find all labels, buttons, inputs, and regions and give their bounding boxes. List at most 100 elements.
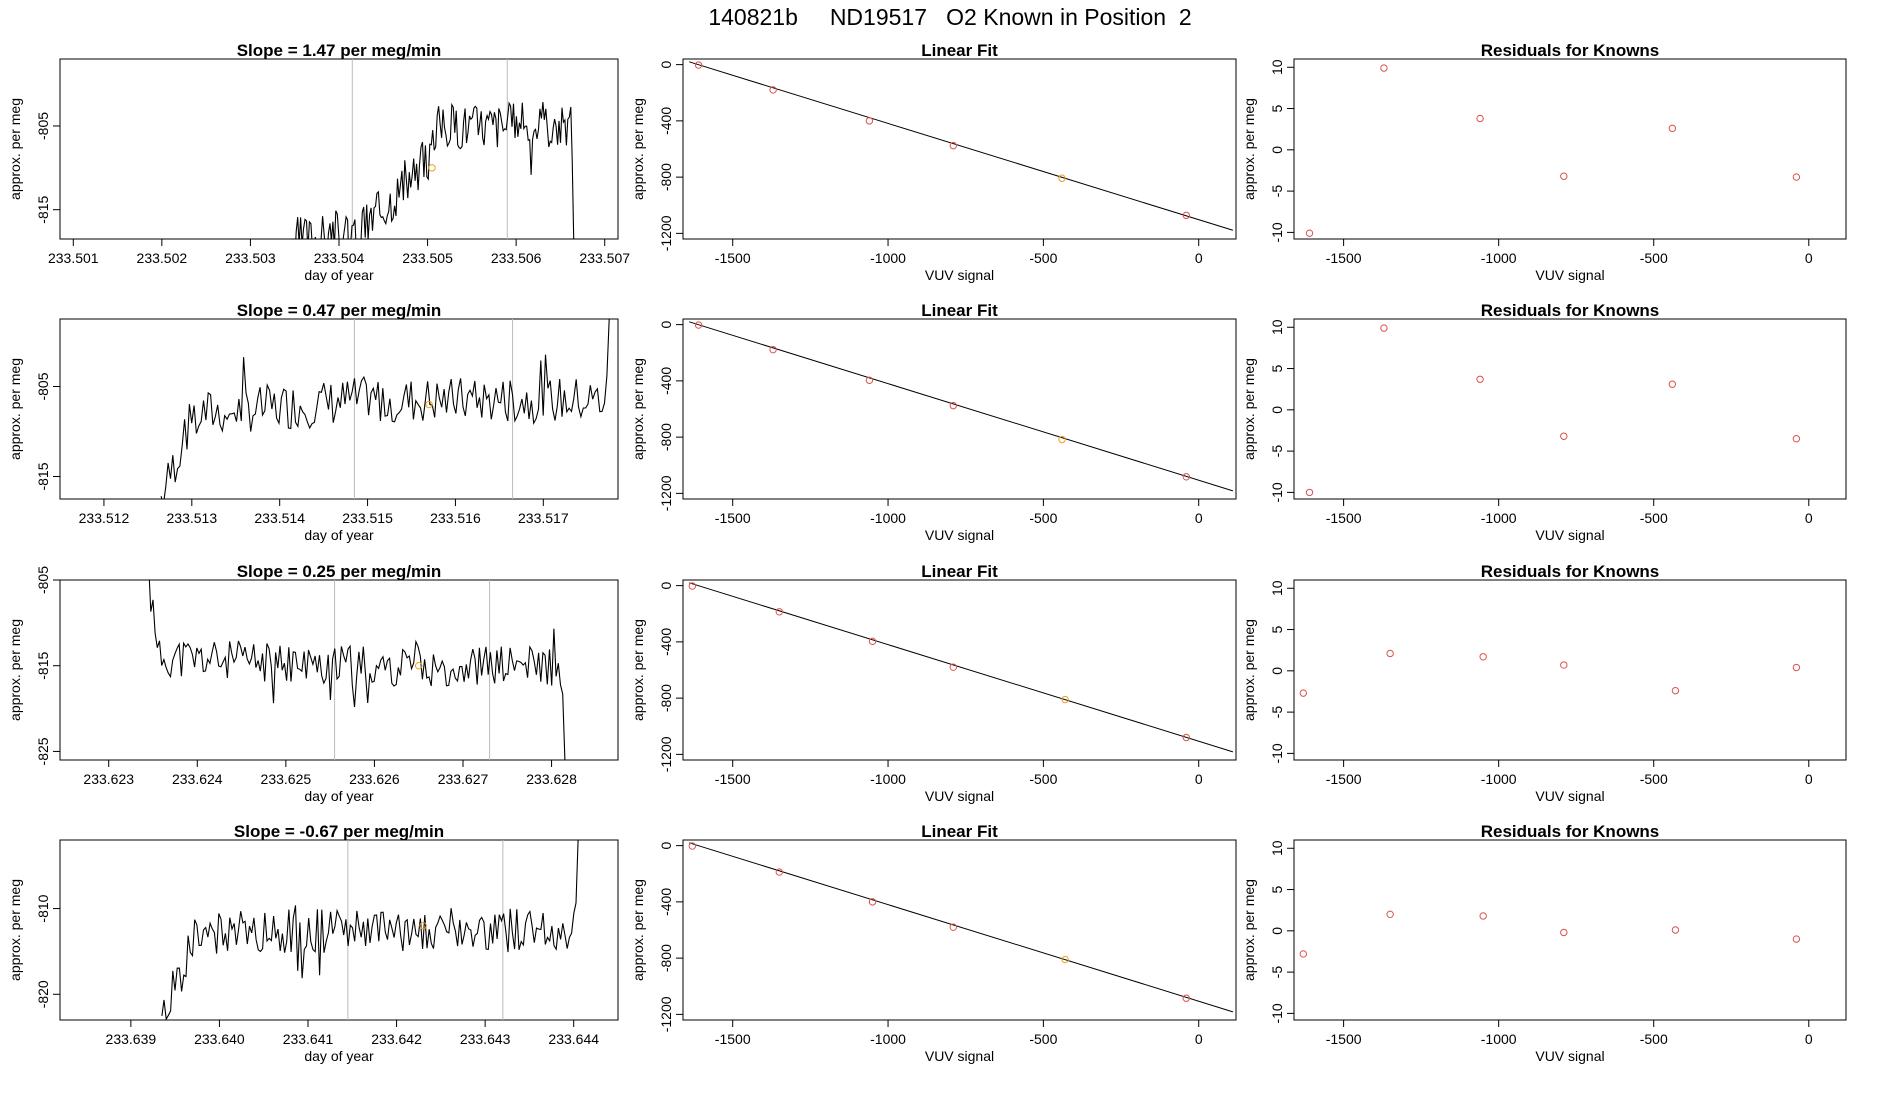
x-tick-label: -1000	[1481, 771, 1517, 787]
residual-point	[1560, 661, 1568, 669]
residual-point	[1560, 432, 1568, 440]
y-tick-label: -810	[35, 894, 51, 922]
fit-point	[1058, 174, 1066, 182]
x-tick-label: -500	[1640, 1031, 1668, 1047]
y-tick-label: 5	[1269, 364, 1285, 372]
x-axis-label: day of year	[304, 788, 374, 804]
x-tick-label: 233.513	[167, 510, 218, 526]
y-tick-label: 10	[1269, 840, 1285, 856]
y-tick-label: 10	[1269, 319, 1285, 335]
residual-point	[1299, 950, 1308, 958]
fit-point	[1182, 994, 1190, 1002]
series-line	[161, 840, 579, 1020]
x-tick-label: -1000	[1481, 510, 1517, 526]
x-tick-label: 233.624	[172, 771, 223, 787]
y-tick-label: -805	[35, 112, 51, 140]
fit-point	[1061, 695, 1069, 704]
x-axis-label: VUV signal	[925, 788, 994, 804]
residual-point	[1560, 172, 1568, 180]
residual-point	[1792, 435, 1801, 443]
y-axis-label: approx. per meg	[630, 98, 646, 200]
residual-point	[1305, 229, 1314, 237]
fit-panel-row-4: Linear Fit -1500 -1000 -500 0 0 -400 -800 -1200 V…	[630, 822, 1237, 1064]
residual-point	[1299, 689, 1308, 697]
x-tick-label: -1500	[1326, 510, 1362, 526]
x-axis-label: VUV signal	[925, 527, 994, 543]
plot-frame	[682, 839, 1237, 1021]
resid-panel-row-1: Residuals for Knowns -1500 -1000 -500 0 10 5 0 -…	[1241, 41, 1847, 283]
residual-point	[1386, 910, 1394, 919]
x-tick-label: -1500	[1326, 250, 1362, 266]
y-tick-label: -400	[658, 888, 674, 916]
panel-title: Slope = 0.25 per meg/min	[237, 562, 442, 581]
residual-point	[1792, 935, 1801, 943]
fit-panel-row-2: Linear Fit -1500 -1000 -500 0 0 -400 -800 -1200 V…	[630, 301, 1237, 543]
y-tick-label: -815	[35, 462, 51, 490]
x-axis-label: day of year	[304, 1048, 374, 1064]
series-panel-row-1: Slope = 1.47 per meg/min 233.501 233.502 23…	[7, 41, 630, 283]
highlight-point	[425, 400, 433, 409]
y-tick-label: -10	[1269, 1003, 1285, 1023]
y-tick-label: -400	[658, 367, 674, 395]
x-axis-label: VUV signal	[1535, 788, 1604, 804]
panel-title: Slope = -0.67 per meg/min	[234, 822, 444, 841]
resid-panel-row-2: Residuals for Knowns -1500 -1000 -500 0 10 5 0 -…	[1241, 301, 1847, 543]
panel-title: Linear Fit	[921, 301, 998, 320]
x-axis-label: VUV signal	[1535, 527, 1604, 543]
y-tick-label: -5	[1269, 185, 1285, 198]
x-tick-label: -1500	[715, 510, 751, 526]
y-tick-label: -800	[658, 684, 674, 712]
plot-frame	[1293, 318, 1847, 500]
y-tick-label: 5	[1269, 885, 1285, 893]
y-tick-label: -400	[658, 107, 674, 135]
y-tick-label: 0	[658, 842, 674, 850]
highlight-point	[415, 662, 423, 670]
x-tick-label: 233.641	[283, 1031, 334, 1047]
x-tick-label: -500	[1029, 510, 1057, 526]
x-tick-label: 233.639	[106, 1031, 157, 1047]
fit-line	[689, 842, 1234, 1013]
x-tick-label: -1500	[715, 250, 751, 266]
y-tick-label: 0	[1269, 927, 1285, 935]
x-tick-label: 233.506	[491, 250, 542, 266]
y-axis-label: approx. per meg	[1241, 358, 1257, 460]
fit-point	[949, 141, 957, 150]
panel-title: Residuals for Knowns	[1481, 562, 1660, 581]
x-tick-label: 233.512	[79, 510, 130, 526]
x-tick-label: 233.626	[349, 771, 400, 787]
x-tick-label: 233.643	[460, 1031, 511, 1047]
fit-point	[769, 86, 777, 94]
plot-frame	[682, 579, 1237, 761]
x-axis-label: day of year	[304, 527, 374, 543]
x-tick-label: -1000	[870, 250, 906, 266]
x-tick-label: 233.627	[438, 771, 489, 787]
series-line	[295, 101, 575, 239]
resid-panel-row-3: Residuals for Knowns -1500 -1000 -500 0 10 5 0 -…	[1241, 562, 1847, 804]
x-tick-label: 0	[1195, 250, 1203, 266]
y-axis-label: approx. per meg	[630, 619, 646, 721]
y-tick-label: -815	[35, 651, 51, 679]
y-tick-label: -825	[35, 737, 51, 765]
y-tick-label: 10	[1269, 59, 1285, 75]
x-tick-label: 0	[1195, 1031, 1203, 1047]
x-tick-label: 233.516	[430, 510, 481, 526]
x-tick-label: -500	[1029, 250, 1057, 266]
x-axis-label: VUV signal	[1535, 267, 1604, 283]
x-tick-label: 233.642	[371, 1031, 422, 1047]
y-tick-label: -1200	[658, 475, 674, 511]
x-tick-label: 233.623	[83, 771, 134, 787]
fit-point	[775, 868, 784, 876]
residual-point	[1792, 173, 1801, 181]
x-tick-label: 0	[1805, 1031, 1813, 1047]
x-tick-label: -1000	[1481, 250, 1517, 266]
series-panel-row-3: Slope = 0.25 per meg/min 233.623 233.624 23…	[7, 562, 619, 804]
x-tick-label: 233.501	[48, 250, 99, 266]
residual-point	[1476, 114, 1484, 123]
y-tick-label: 5	[1269, 104, 1285, 112]
x-tick-label: -500	[1640, 510, 1668, 526]
residual-point	[1476, 375, 1484, 383]
y-tick-label: 0	[658, 582, 674, 590]
x-tick-label: 0	[1195, 510, 1203, 526]
y-tick-label: 5	[1269, 625, 1285, 633]
x-tick-label: -1500	[1326, 1031, 1362, 1047]
